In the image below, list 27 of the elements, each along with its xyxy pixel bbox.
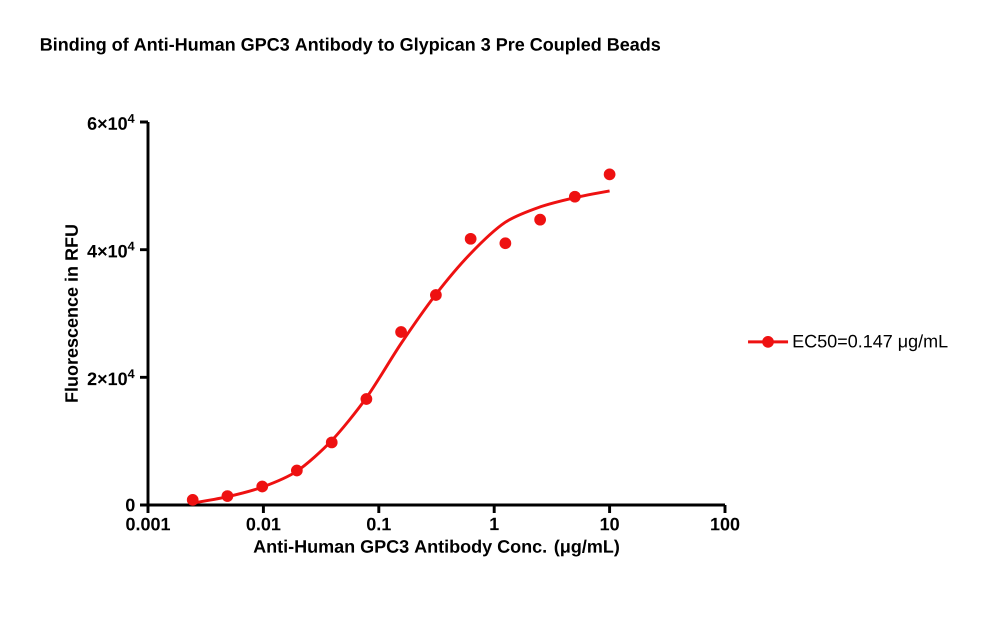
y-tick-label: 6×10$^{4}$ (88, 114, 135, 130)
y-tick-label: 2×10$^{4}$ (88, 369, 135, 386)
x-tick-label: 10 (600, 518, 619, 530)
x-tick-label: 1 (490, 518, 499, 530)
chart-title: Binding of Anti-Human GPC3 Antibody to Glypican 3 Pre Coupled Beads (40, 38, 660, 54)
x-tick-label: 0.1 (367, 518, 391, 530)
x-tick-label: 100 (711, 518, 740, 530)
legend-label: EC50=0.147 μg/mL (794, 334, 948, 352)
x-tick-label: 0.001 (126, 518, 170, 530)
point (360, 393, 372, 405)
x-axis-title: Anti-Human GPC3 Antibody Conc. (μg/mL) (254, 540, 619, 556)
point (500, 237, 512, 250)
point (430, 289, 442, 301)
point (464, 232, 477, 245)
point (395, 326, 407, 338)
point (604, 168, 616, 180)
point (290, 464, 303, 476)
point (256, 480, 268, 492)
point (568, 190, 581, 203)
point (222, 490, 234, 502)
y-axis-title: Fluorescence in RFU (64, 225, 78, 402)
point (326, 436, 338, 448)
point (186, 494, 199, 506)
point (534, 214, 546, 226)
x-tick-label: 0.01 (246, 518, 280, 530)
y-tick-label: 0 (126, 498, 135, 512)
y-tick-label: 4×10$^{4}$ (87, 242, 135, 258)
